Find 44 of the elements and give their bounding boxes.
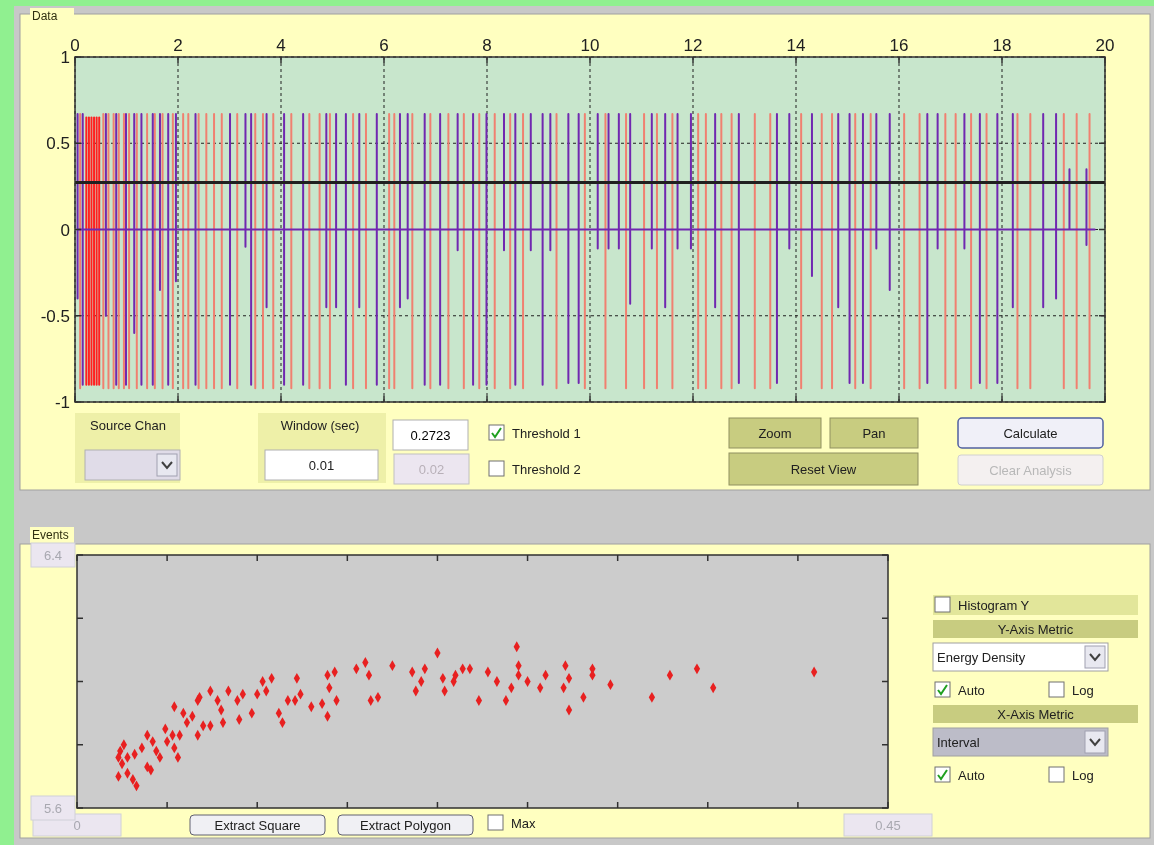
x-tick-label: 0.45	[875, 818, 901, 833]
text: Interval	[937, 735, 980, 750]
text: Zoom	[758, 426, 792, 441]
text: Threshold 1	[512, 426, 581, 441]
x-tick-label: 4	[276, 36, 286, 55]
y-tick-label: 0	[60, 220, 70, 240]
source-note: Source Chan	[90, 418, 166, 433]
x-tick-label: 12	[683, 36, 703, 55]
text: Pan	[862, 426, 886, 441]
text: Extract Square	[214, 818, 301, 833]
text: Y-Axis Metric	[997, 622, 1074, 637]
y-tick-label: -0.5	[40, 306, 70, 326]
text: Log	[1072, 683, 1094, 698]
text: 0.01	[308, 458, 335, 473]
y-tick-label: 0.5	[46, 134, 70, 154]
text: Energy Density	[937, 650, 1026, 665]
text: Auto	[958, 683, 985, 698]
x-tick-label: 10	[580, 36, 600, 55]
text: Auto	[958, 768, 985, 783]
ref-line-label: 0.2723	[410, 428, 451, 443]
text: Threshold 2	[512, 462, 581, 477]
text: Extract Polygon	[359, 818, 452, 833]
x-tick-label: 2	[173, 36, 183, 55]
text: Reset View	[790, 462, 857, 477]
chart-title: Data	[32, 9, 58, 23]
x-tick-label: 16	[889, 36, 909, 55]
x-tick-label: 14	[786, 36, 806, 55]
text: Max	[511, 816, 537, 831]
text: Calculate	[1003, 426, 1058, 441]
text: 0.02	[418, 462, 445, 477]
y-tick-label: 5.6	[43, 801, 63, 816]
text: Log	[1072, 768, 1094, 783]
chart-title: Events	[32, 528, 69, 542]
y-tick-label: 1	[60, 48, 70, 67]
text: Clear Analysis	[989, 463, 1073, 478]
y-tick-label: -1	[54, 393, 70, 412]
text: X-Axis Metric	[997, 707, 1075, 722]
text: Window (sec)	[280, 418, 360, 433]
x-tick-label: 18	[992, 36, 1012, 55]
x-tick-label: 8	[482, 36, 492, 55]
y-tick-label: 6.4	[43, 548, 63, 563]
x-tick-label: 6	[379, 36, 389, 55]
x-tick-label: 20	[1095, 36, 1115, 55]
text: Histogram Y	[958, 598, 1030, 613]
